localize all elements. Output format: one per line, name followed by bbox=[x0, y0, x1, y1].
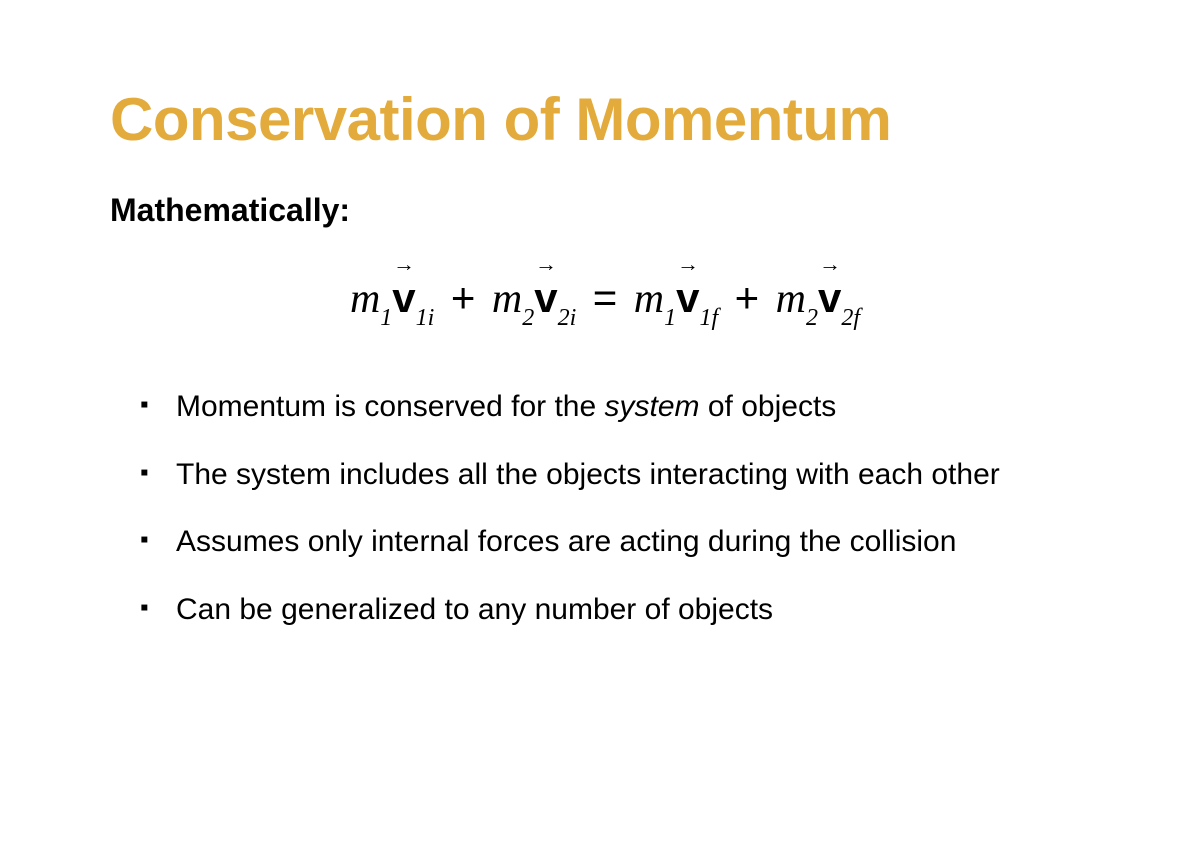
bullet-2: The system includes all the objects inte… bbox=[140, 456, 1100, 494]
bullets-list: Momentum is conserved for the system of … bbox=[110, 388, 1100, 628]
bullet-4-pre: Can be generalized to any number of obje… bbox=[176, 593, 773, 626]
eq-v2i-sub: 2i bbox=[558, 305, 577, 331]
eq-m2: m bbox=[492, 276, 522, 322]
eq-plus1: + bbox=[451, 274, 476, 321]
eq-m1-sub: 1 bbox=[380, 305, 392, 331]
slide-subtitle: Mathematically: bbox=[110, 192, 1100, 229]
eq-plus2: + bbox=[735, 274, 760, 321]
bullet-1-italic: system bbox=[605, 390, 700, 423]
momentum-equation: m1v1i + m2v2i = m1v1f + m2v2f bbox=[110, 274, 1100, 328]
eq-m2b: m bbox=[776, 276, 806, 322]
bullet-3-pre: Assumes only internal forces are acting … bbox=[176, 525, 956, 558]
bullet-1: Momentum is conserved for the system of … bbox=[140, 388, 1100, 426]
eq-m2b-sub: 2 bbox=[806, 305, 818, 331]
eq-m1: m bbox=[350, 276, 380, 322]
bullet-2-pre: The system includes all the objects inte… bbox=[176, 458, 1000, 491]
eq-v2f-sub: 2f bbox=[841, 305, 860, 331]
eq-v1f: v bbox=[676, 274, 699, 322]
eq-equals: = bbox=[593, 274, 618, 321]
eq-m1b-sub: 1 bbox=[664, 305, 676, 331]
eq-v1i: v bbox=[392, 274, 415, 322]
eq-v2i: v bbox=[534, 274, 557, 322]
slide-title: Conservation of Momentum bbox=[110, 85, 1100, 154]
bullet-1-post: of objects bbox=[700, 390, 837, 423]
eq-v2f: v bbox=[818, 274, 841, 322]
eq-m2-sub: 2 bbox=[522, 305, 534, 331]
eq-v1f-sub: 1f bbox=[699, 305, 718, 331]
bullet-3: Assumes only internal forces are acting … bbox=[140, 523, 1100, 561]
eq-m1b: m bbox=[634, 276, 664, 322]
eq-v1i-sub: 1i bbox=[416, 305, 435, 331]
bullet-1-pre: Momentum is conserved for the bbox=[176, 390, 605, 423]
bullet-4: Can be generalized to any number of obje… bbox=[140, 591, 1100, 629]
